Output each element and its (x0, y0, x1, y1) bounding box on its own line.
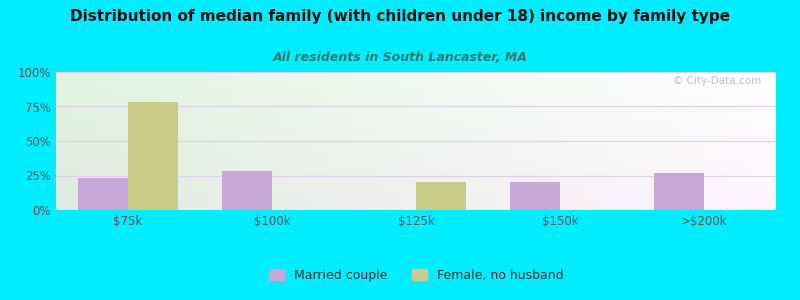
Bar (510, 182, 560, 210)
Legend: Married couple, Female, no husband: Married couple, Female, no husband (263, 263, 569, 286)
Bar (416, 182, 466, 210)
Text: © City-Data.com: © City-Data.com (674, 76, 762, 86)
Text: All residents in South Lancaster, MA: All residents in South Lancaster, MA (273, 51, 527, 64)
Bar (654, 173, 704, 210)
Bar (128, 102, 178, 210)
Text: Distribution of median family (with children under 18) income by family type: Distribution of median family (with chil… (70, 9, 730, 24)
Bar (222, 171, 272, 210)
Bar (78, 178, 128, 210)
